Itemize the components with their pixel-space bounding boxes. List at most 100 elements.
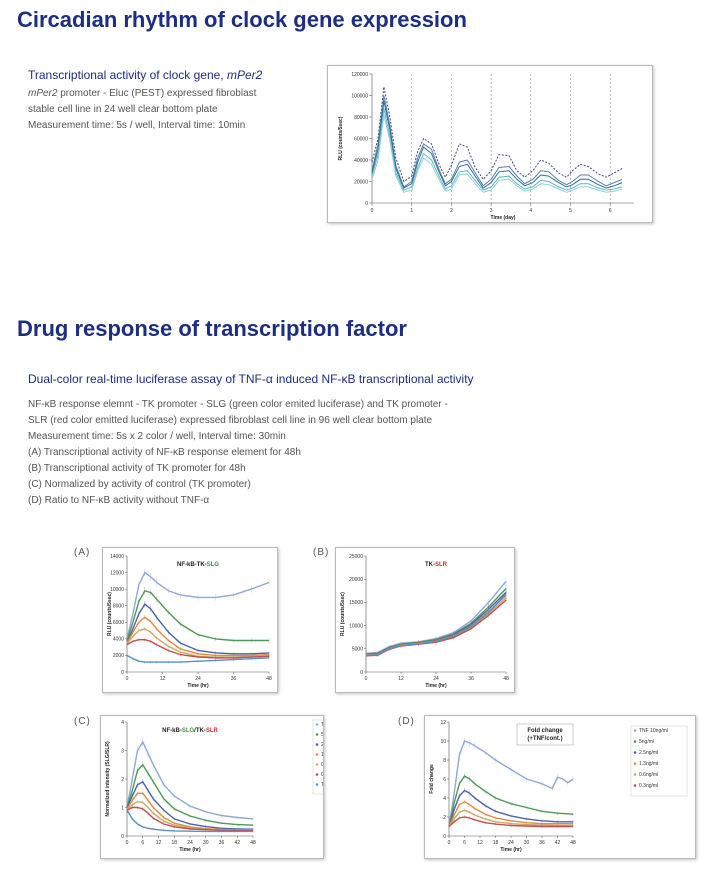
chart-b-x-tick-label: 24 (433, 676, 439, 682)
chart-per2-x-tick-label: 2 (450, 208, 453, 214)
chart-c-x-tick-label: 36 (219, 840, 225, 846)
chart-b-title-part: SLR (435, 562, 448, 568)
chart-c-legend-swatch (315, 723, 319, 726)
chart-b-series-2-5ng-ml (365, 591, 507, 656)
chart-b-series-tnf (365, 593, 507, 656)
subtitle-gene: mPer2 (226, 68, 263, 82)
chart-d-x-axis-label: Time (hr) (500, 847, 522, 853)
drug-desc-line-5: (B) Transcriptional activity of TK promo… (28, 463, 246, 474)
chart-per2-series-well-2 (371, 95, 623, 188)
chart-a-x-tick-label: 36 (231, 676, 237, 682)
chart-c-legend-swatch (315, 763, 319, 766)
panel-label-c: (C) (74, 716, 91, 727)
chart-a-y-tick-label: 2000 (113, 653, 124, 659)
chart-per2-x-axis-label: Time (day) (491, 215, 516, 221)
chart-per2-x-tick-label: 1 (410, 208, 413, 214)
desc-line-1-rest: promoter - Eluc (PEST) expressed fibrobl… (57, 88, 257, 99)
chart-c-series-tnf (126, 809, 253, 833)
chart-d-x-tick-label: 36 (539, 840, 545, 846)
chart-per2-x-tick-label: 0 (371, 208, 374, 214)
chart-d-y-tick-label: 10 (440, 739, 446, 745)
chart-b-x-tick-label: 36 (468, 676, 474, 682)
chart-a-y-tick-label: 14000 (110, 554, 124, 560)
chart-d-frame: 0 2 4 6 8 10 12 0 6 12 18 24 30 36 42 48 Time (hr) Fold c… (424, 715, 696, 859)
chart-c-legend-swatch (315, 773, 319, 776)
chart-c-x-axis-label: Time (hr) (179, 847, 201, 853)
chart-c-legend-label: 1.3ng/ml (321, 752, 323, 758)
chart-b-x-tick-label: 12 (398, 676, 404, 682)
chart-a-y-tick-label: 0 (121, 670, 124, 676)
chart-c-legend-label: 0.6ng/ml (321, 762, 323, 768)
chart-per2-x-tick-label: 5 (569, 208, 572, 214)
chart-per2-series-well-3 (371, 100, 623, 189)
chart-d-legend-swatch (633, 740, 637, 743)
section-title-drug-response: Drug response of transcription factor (17, 316, 407, 341)
chart-c-y-tick-label: 1 (121, 805, 124, 811)
chart-d-x-tick-label: 0 (448, 840, 451, 846)
chart-per2-y-tick-label: 80000 (354, 115, 368, 121)
chart-c-y-tick-label: 2 (121, 777, 124, 783)
chart-c-legend-swatch (315, 733, 319, 736)
drug-desc-line-1: NF-κB response elemnt - TK promoter - SL… (28, 399, 448, 410)
chart-c-legend-label: 5ng/ml (321, 732, 323, 738)
section-title-circadian: Circadian rhythm of clock gene expressio… (17, 7, 467, 32)
chart-b-x-tick-label: 0 (365, 676, 368, 682)
circadian-description: mPer2 promoter - Eluc (PEST) expressed f… (28, 86, 256, 134)
chart-c-legend-swatch (315, 783, 319, 786)
chart-c-x-tick-label: 18 (171, 840, 177, 846)
chart-d-title-line: Fold change (527, 728, 563, 734)
panel-label-a: (A) (74, 547, 91, 558)
chart-c-y-tick-label: 3 (121, 748, 124, 754)
subtitle-prefix: Transcriptional activity of clock gene, (28, 68, 227, 82)
chart-b-title: TK-SLR (425, 562, 448, 568)
chart-a-series-tnf (126, 654, 270, 663)
chart-b-y-tick-label: 20000 (349, 577, 363, 583)
chart-b-y-tick-label: 5000 (352, 647, 363, 653)
chart-c-x-tick-label: 42 (234, 840, 240, 846)
chart-d-legend-label: TNF 10ng/ml (639, 728, 668, 734)
chart-a-series-5ng-ml (126, 589, 269, 642)
chart-c-x-tick-label: 24 (187, 840, 193, 846)
chart-d-series-2-5ng-ml (448, 789, 573, 827)
chart-b-x-tick-label: 48 (503, 676, 509, 682)
chart-b-title-part: TK- (425, 562, 435, 568)
chart-c-title-part: NF-kB- (162, 728, 182, 734)
chart-c-title: NF-kB-SLG/TK-SLR (162, 728, 218, 734)
chart-a-x-axis-label: Time (hr) (187, 683, 209, 689)
chart-d-legend-label: 0.3ng/ml (639, 783, 658, 789)
chart-d-x-tick-label: 42 (555, 840, 561, 846)
chart-b-series-1-3ng-ml (365, 594, 507, 656)
chart-b-y-tick-label: 0 (360, 670, 363, 676)
chart-d-series-0-3ng-ml (448, 816, 573, 828)
chart-a-title-part: NF-kB-TK- (177, 562, 207, 568)
chart-d-legend-swatch (633, 751, 637, 754)
chart-d-y-axis-label: Fold change (429, 764, 435, 794)
chart-d-y-tick-label: 12 (440, 720, 446, 726)
chart-per2-series-well-4 (371, 108, 623, 191)
chart-d-legend-label: 5ng/ml (639, 739, 654, 745)
desc-line-3: Measurement time: 5s / well, Interval ti… (28, 120, 246, 131)
chart-a-y-tick-label: 4000 (113, 637, 124, 643)
circadian-subtitle: Transcriptional activity of clock gene, … (28, 68, 262, 82)
drug-desc-line-4: (A) Transcriptional activity of NF-κB re… (28, 447, 301, 458)
per2-chart-frame: 0 20000 40000 60000 80000 100000 120000 0 1 2 3 4 5 6… (327, 65, 653, 223)
chart-d-x-tick-label: 18 (493, 840, 499, 846)
chart-c-x-tick-label: 6 (141, 840, 144, 846)
chart-c-title-part: SLR (206, 728, 219, 734)
chart-per2-y-tick-label: 20000 (354, 179, 368, 185)
chart-c-legend-label: 0.3ng/ml (321, 772, 323, 778)
chart-c-x-tick-label: 48 (250, 840, 256, 846)
desc-line-1: mPer2 promoter - Eluc (PEST) expressed f… (28, 86, 256, 102)
chart-a-y-tick-label: 8000 (113, 604, 124, 610)
chart-d-series-5ng-ml (448, 775, 574, 827)
chart-d-legend-label: 1.3ng/ml (639, 761, 658, 767)
chart-b: 0 5000 10000 15000 20000 25000 0 12 24 36 48 Time (… (340, 554, 509, 689)
chart-a-frame: 0 2000 4000 6000 8000 10000 12000 14000 0 12 24 36 4… (102, 547, 278, 693)
drug-description: NF-κB response elemnt - TK promoter - SL… (28, 397, 448, 509)
chart-a-y-tick-label: 12000 (110, 570, 124, 576)
chart-c-y-tick-label: 0 (121, 834, 124, 840)
chart-d-title-line: (+TNF/cont.) (527, 736, 562, 742)
chart-d-y-tick-label: 2 (443, 815, 446, 821)
